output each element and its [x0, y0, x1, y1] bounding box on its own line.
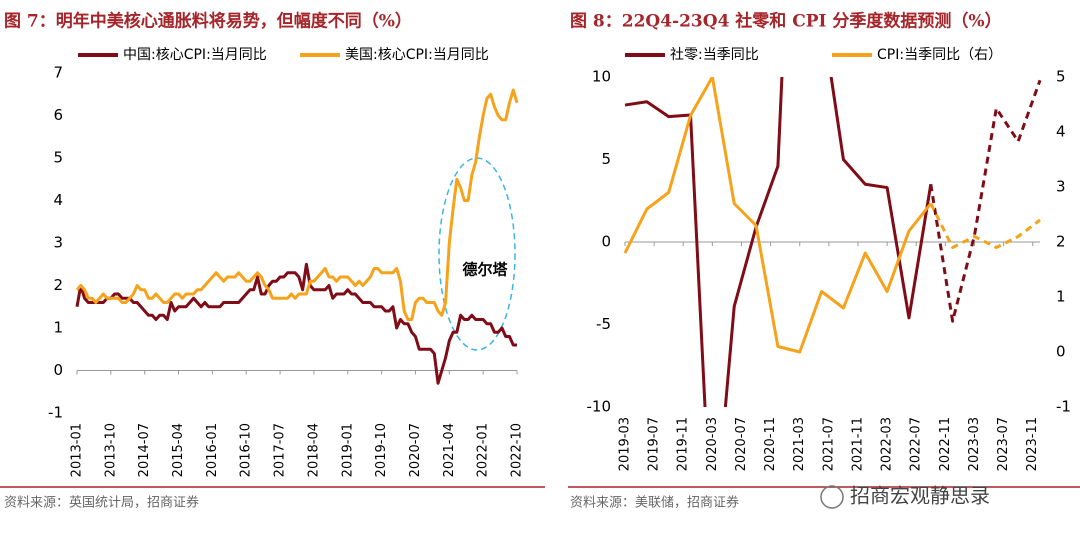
x-tick-label: 2021-07: [821, 417, 836, 471]
y2-tick-label: 1: [1056, 288, 1066, 306]
x-tick-label: 2022-11: [938, 417, 953, 471]
x-tick-label: 2020-07: [734, 417, 749, 471]
x-tick-label: 2023-11: [1025, 417, 1040, 471]
x-tick-label: 2022-10: [510, 423, 525, 477]
x-tick-label: 2020-11: [763, 417, 778, 471]
y-tick-label: 7: [53, 64, 63, 82]
x-tick-label: 2021-04: [442, 423, 457, 477]
y2-tick-label: 3: [1056, 178, 1066, 196]
x-tick-label: 2022-07: [909, 417, 924, 471]
series-line: [75, 262, 517, 385]
x-tick-label: 2015-04: [171, 423, 186, 477]
x-tick-label: 2016-01: [205, 423, 220, 477]
x-tick-label: 2020-07: [408, 423, 423, 477]
chart-title: 图 8：22Q4-23Q4 社零和 CPI 分季度数据预测（%）: [570, 11, 1002, 32]
legend-label: CPI:当季同比（右）: [877, 47, 1002, 63]
x-tick-label: 2023-03: [967, 417, 982, 471]
wechat-icon: [820, 485, 844, 509]
y-tick-label: 2: [53, 276, 63, 294]
y-tick-label: 4: [53, 191, 63, 209]
x-tick-label: 2019-11: [676, 417, 691, 471]
y2-tick-label: 2: [1056, 233, 1066, 251]
legend-label: 社零:当季同比: [670, 47, 759, 63]
x-tick-label: 2017-07: [273, 423, 288, 477]
x-tick-label: 2022-03: [880, 417, 895, 471]
x-tick-label: 2013-01: [70, 423, 85, 477]
legend-label: 中国:核心CPI:当月同比: [123, 47, 267, 63]
series-line: [929, 202, 1041, 249]
x-tick-label: 2018-04: [306, 423, 321, 477]
x-tick-label: 2019-03: [618, 417, 633, 471]
y-tick-label: 5: [53, 149, 63, 167]
series-line: [75, 88, 519, 321]
x-tick-label: 2014-07: [137, 423, 152, 477]
y-tick-label: -1: [48, 404, 63, 422]
y-tick-label: 3: [53, 234, 63, 252]
y-tick-label: -10: [587, 398, 612, 416]
source: 资料来源：英国统计局，招商证券: [4, 495, 199, 511]
x-tick-label: 2023-07: [996, 417, 1011, 471]
chart-title: 图 7：明年中美核心通胀料将易势，但幅度不同（%）: [4, 11, 412, 32]
x-tick-label: 2021-11: [850, 417, 865, 471]
y-tick-label: 10: [592, 68, 611, 86]
y-tick-label: -5: [596, 315, 611, 333]
y-tick-label: 0: [53, 361, 63, 379]
x-tick-label: 2019-07: [647, 417, 662, 471]
series-line: [624, 77, 933, 407]
y2-tick-label: 0: [1056, 343, 1066, 361]
series-line: [929, 79, 1042, 323]
y-tick-label: 5: [601, 150, 611, 168]
series-line: [623, 77, 932, 354]
annotation-ellipse: [438, 157, 516, 351]
x-tick-label: 2021-03: [792, 417, 807, 471]
x-tick-label: 2016-10: [239, 423, 254, 477]
y2-tick-label: 4: [1056, 123, 1066, 141]
x-tick-label: 2020-03: [705, 417, 720, 471]
y-tick-label: 1: [53, 319, 63, 337]
y-tick-label: 0: [601, 233, 611, 251]
annotation: 德尔塔: [462, 261, 508, 279]
y2-tick-label: -1: [1056, 398, 1071, 416]
legend-label: 美国:核心CPI:当月同比: [345, 47, 489, 63]
watermark: 招商宏观静思录: [850, 484, 990, 508]
x-tick-label: 2019-01: [340, 423, 355, 477]
x-tick-label: 2013-10: [103, 423, 118, 477]
y-tick-label: 6: [53, 106, 63, 124]
x-tick-label: 2022-01: [476, 423, 491, 477]
y2-tick-label: 5: [1056, 68, 1066, 86]
x-tick-label: 2019-10: [374, 423, 389, 477]
source: 资料来源：美联储，招商证券: [570, 495, 739, 511]
